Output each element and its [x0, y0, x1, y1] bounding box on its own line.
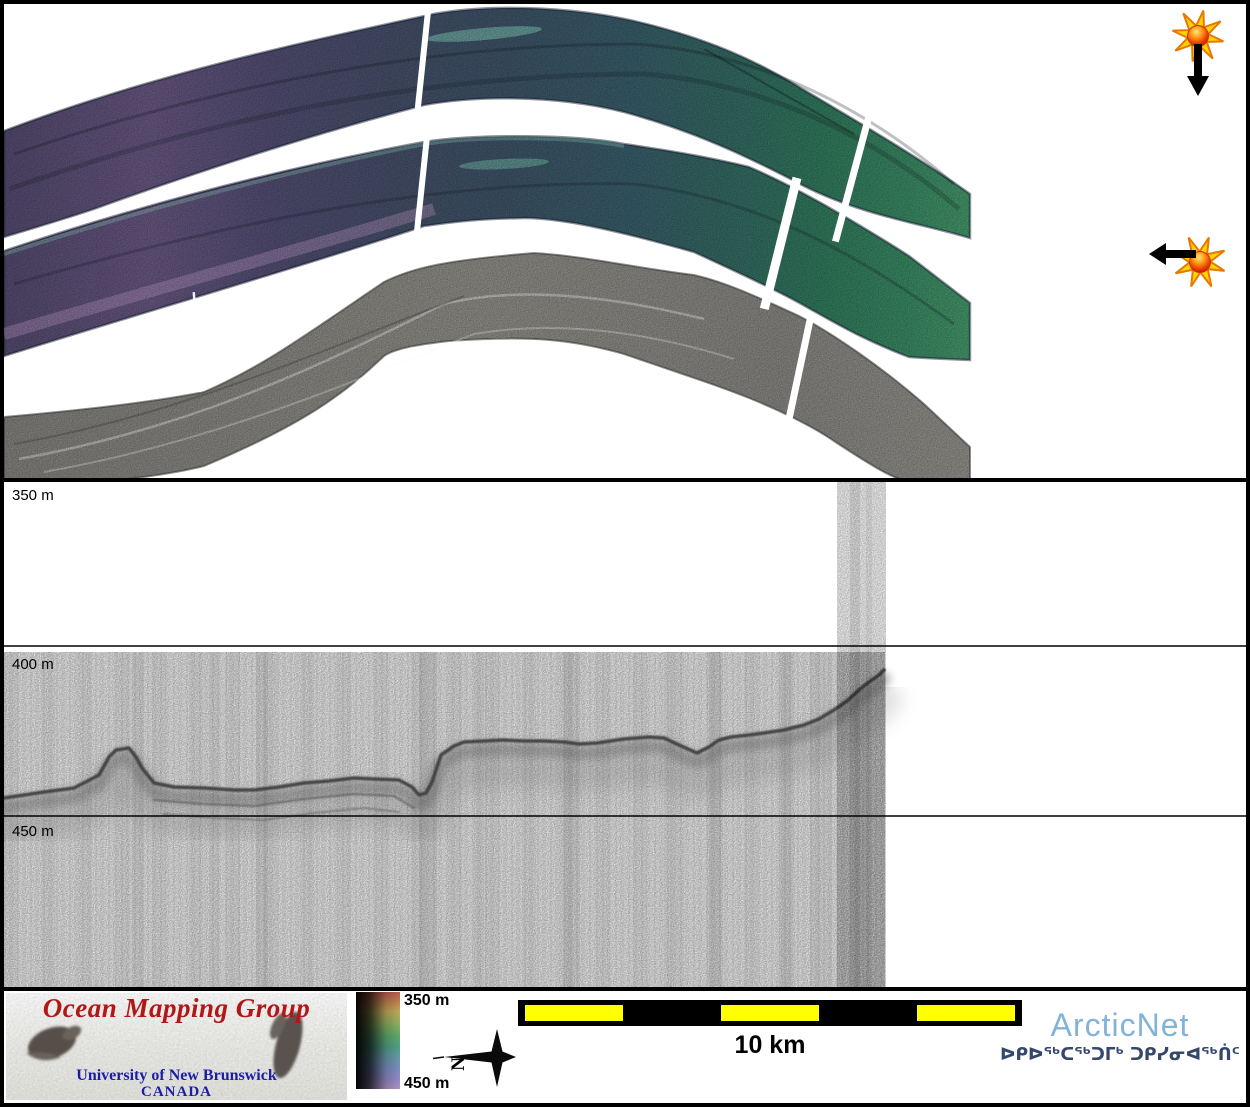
- water-column-mask: [4, 482, 837, 651]
- omg-logo-art: [6, 993, 347, 1100]
- sun-illumination-down-icon: [1172, 10, 1224, 96]
- swath-texture: [4, 7, 970, 478]
- swath-map-panel: [4, 4, 1246, 482]
- omg-logo-art-left: [26, 1025, 82, 1061]
- depth-label-400m: 400 m: [12, 656, 54, 673]
- scale-bar-segment: [525, 1005, 623, 1021]
- colorbar-top-label: 350 m: [404, 992, 450, 1009]
- depth-colorbar: [356, 992, 400, 1089]
- omg-country: CANADA: [141, 1084, 212, 1100]
- scale-bar: [518, 1000, 1022, 1026]
- arrow-left-icon: [1149, 243, 1196, 265]
- sun-illumination-left-icon: [1149, 236, 1226, 288]
- subbottom-profile-panel: 350 m 400 m 450 m: [4, 482, 1246, 991]
- arcticnet-logo: ArcticNet: [1050, 1007, 1190, 1043]
- colorbar-bottom-label: 450 m: [404, 1075, 450, 1092]
- depth-label-350m: 350 m: [12, 487, 54, 504]
- scale-bar-segment: [917, 1005, 1015, 1021]
- arcticnet-inuktitut: ᐅᑭᐅᖅᑕᖅᑐᒥᒃ ᑐᑭᓯᓂᐊᖅᑏᑦ: [1000, 1045, 1240, 1065]
- omg-subtitle: University of New Brunswick: [76, 1067, 277, 1084]
- noisy-ping-column: [837, 482, 886, 987]
- north-star-icon: [432, 1029, 516, 1087]
- omg-logo: Ocean Mapping Group University of New Br…: [6, 993, 347, 1100]
- omg-title: Ocean Mapping Group: [42, 993, 311, 1023]
- arrow-down-icon: [1187, 44, 1209, 96]
- profile-graphic: [4, 482, 1246, 987]
- footer-panel: Ocean Mapping Group University of New Br…: [4, 991, 1246, 1103]
- seafloor-reflector: [4, 668, 901, 845]
- swath-seams: [192, 5, 876, 444]
- swath-mosaic-graphic: [4, 5, 1226, 478]
- depth-label-450m: 450 m: [12, 823, 54, 840]
- omg-logo-art-right: [269, 1012, 303, 1078]
- north-label: N: [448, 1057, 469, 1071]
- scale-bar-label: 10 km: [734, 1031, 806, 1059]
- scale-bar-segment: [721, 1005, 819, 1021]
